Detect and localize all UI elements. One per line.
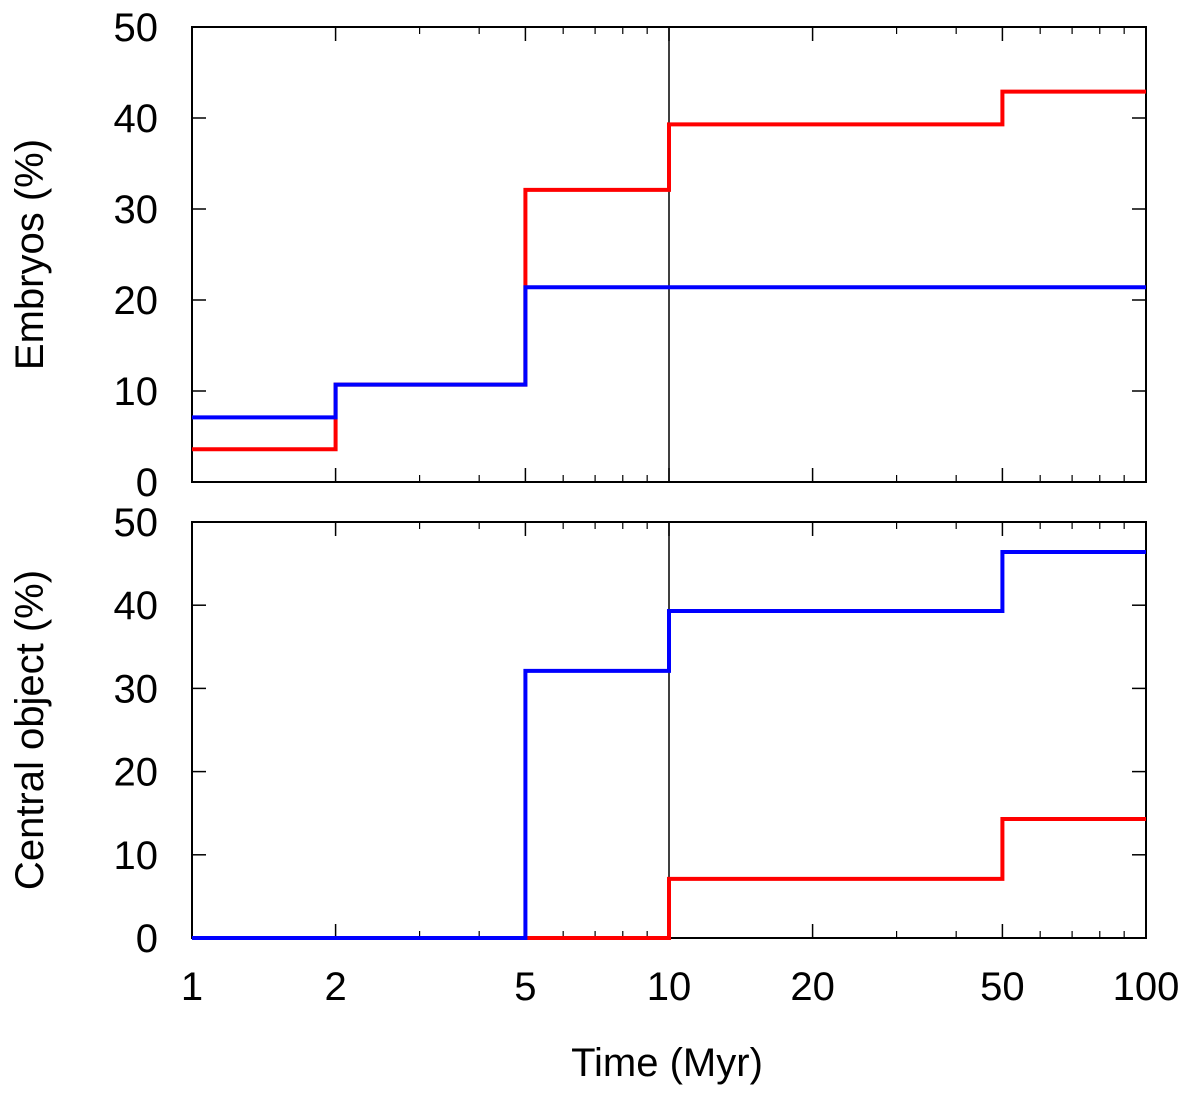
y-tick-label: 50: [114, 501, 159, 545]
y-tick-label: 0: [136, 461, 158, 505]
y-axis-label: Central object (%): [8, 570, 52, 890]
x-tick-label: 2: [324, 965, 346, 1009]
x-tick-label: 5: [514, 965, 536, 1009]
y-tick-label: 40: [114, 97, 159, 141]
x-tick-label: 10: [647, 965, 692, 1009]
y-tick-label: 0: [136, 917, 158, 961]
x-tick-label: 20: [790, 965, 835, 1009]
y-tick-label: 50: [114, 6, 159, 50]
y-tick-label: 10: [114, 370, 159, 414]
y-tick-label: 10: [114, 834, 159, 878]
y-tick-label: 40: [114, 584, 159, 628]
y-axis-label: Embryos (%): [8, 139, 52, 370]
y-tick-label: 20: [114, 751, 159, 795]
central-object-panel: 0 10 20 30 40 50 1 2 5 10 20 50 100 Central object (%…: [8, 501, 1179, 1085]
x-axis-label: Time (Myr): [571, 1041, 763, 1085]
y-tick-label: 20: [114, 279, 159, 323]
x-tick-label: 1: [181, 965, 203, 1009]
blue-series-line: [192, 285, 1146, 420]
y-tick-label: 30: [114, 188, 159, 232]
x-tick-label: 100: [1113, 965, 1180, 1009]
y-tick-label: 30: [114, 667, 159, 711]
blue-series-line: [192, 549, 1146, 940]
x-tick-label: 50: [980, 965, 1025, 1009]
embryos-panel: 0 10 20 30 40 50 Embryos (%): [8, 6, 1147, 505]
